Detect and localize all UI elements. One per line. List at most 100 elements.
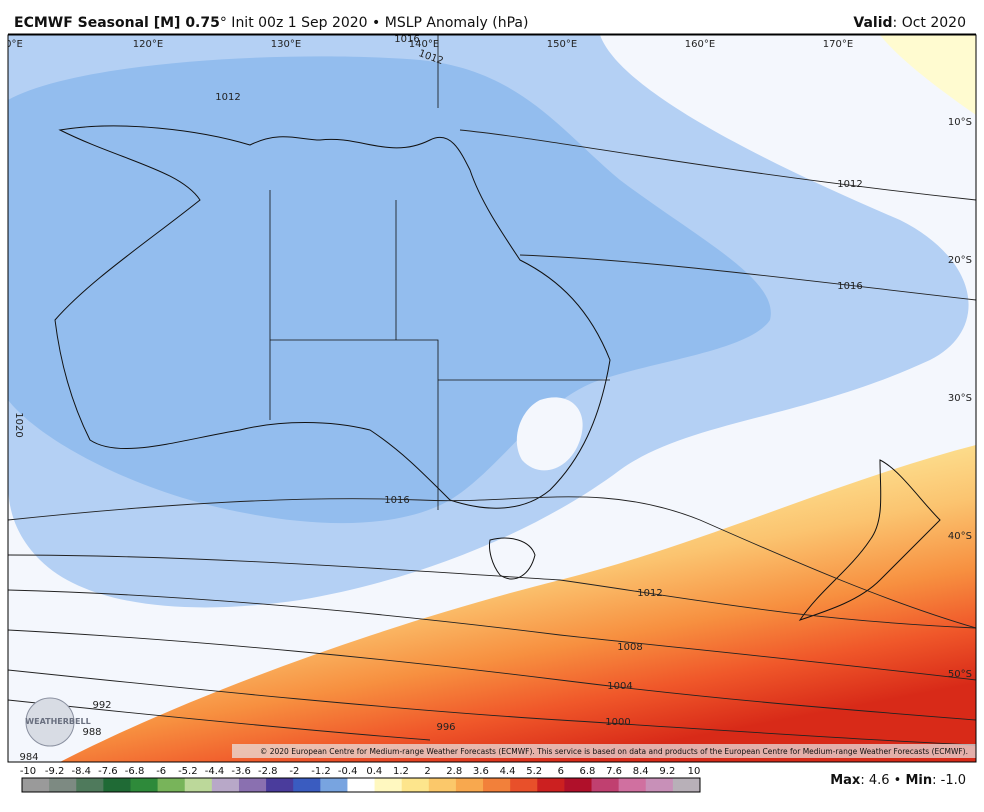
colorbar-tick-label: -1.2 [311,766,331,777]
lon-label: 160°E [685,39,715,50]
lat-label: 50°S [948,669,972,680]
copyright-bg [232,744,976,758]
colorbar-tick-label: -3.6 [231,766,251,777]
lon-label: 170°E [823,39,853,50]
colorbar-frame [21,777,701,793]
lat-label: 40°S [948,531,972,542]
contour-label: 1012 [637,588,662,599]
colorbar-tick-label: 6.8 [579,766,595,777]
colorbar-swatch [293,778,321,792]
tasmania-outline [489,537,536,580]
anomaly-mid-blue [8,56,771,524]
colorbar-tick-label: -2 [289,766,299,777]
lat-label: 10°S [948,117,972,128]
colorbar-swatch [401,778,430,792]
lon-label: 120°E [133,39,163,50]
colorbar-swatch [266,778,294,792]
lon-label: 140°E [409,39,439,50]
contour-label: 1016 [837,281,862,292]
colorbar-swatch [645,778,674,792]
colorbar-swatch [510,778,538,792]
colorbar-swatch [238,778,267,792]
colorbar-swatch [428,778,457,792]
colorbar-swatch [618,778,647,792]
map: 1016101210121012101610201016101210081004… [5,34,976,763]
colorbar-tick-label: -4.4 [205,766,225,777]
colorbar-swatch [184,778,213,792]
max-label: Max [830,773,861,788]
colorbar-swatch [537,778,565,792]
colorbar-tick-label: 5.2 [526,766,542,777]
contour-label: 984 [19,752,38,763]
lon-label: 150°E [547,39,577,50]
min-value: : -1.0 [932,773,966,788]
colorbar-tick-label: 9.2 [659,766,675,777]
colorbar: -10 -9.2 -8.4 -7.6 -6.8 -6 -5.2 -4.4 -3.6 -2.8 -2 -… [20,766,701,793]
colorbar-swatch [320,778,348,792]
colorbar-swatch [211,778,240,792]
colorbar-tick-label: 4.4 [500,766,516,777]
map-frame [7,34,977,763]
contour-labels: 1016101210121012101610201016101210081004… [13,34,863,763]
anomaly-gap [516,397,583,471]
contour-label: 1016 [384,495,409,506]
australia-outline [54,125,611,509]
colorbar-tick-label: 0.4 [366,766,382,777]
colorbar-swatch [591,778,620,792]
lat-labels: 10°S 20°S 30°S 40°S 50°S [948,117,972,680]
colorbar-swatch [347,778,376,792]
colorbar-swatch [22,778,50,792]
lon-label: 0°E [5,39,23,50]
colorbar-tick-label: -10 [20,766,36,777]
anomaly-warm [60,445,976,762]
colorbar-swatch [103,778,131,792]
contour-label: 1016 [394,34,419,45]
logo: WEATHERBELL [25,717,90,726]
contour-label: 1012 [837,179,862,190]
isobars [8,129,976,746]
colorbar-swatch [455,778,484,792]
colorbar-tick-label: 2.8 [446,766,462,777]
contour-label: 992 [92,700,111,711]
contour-label: 1012 [215,92,240,103]
colorbar-tick-label: 6 [558,766,564,777]
colorbar-swatch [564,778,593,792]
lat-label: 20°S [948,255,972,266]
colorbar-tick-label: 8.4 [633,766,649,777]
colorbar-tick-label: -5.2 [178,766,198,777]
colorbar-swatch [130,778,159,792]
colorbar-tick-label: 7.6 [606,766,622,777]
max-value: : 4.6 • [860,773,905,788]
colorbar-tick-label: -6 [156,766,166,777]
colorbar-swatch [374,778,403,792]
colorbar-tick-label: 10 [688,766,701,777]
colorbar-tick-label: -7.6 [98,766,118,777]
colorbar-swatch [49,778,77,792]
lon-labels: 0°E 120°E 130°E 140°E 150°E 160°E 170°E [5,39,853,50]
anomaly-warm-ne [880,35,976,115]
contour-label: 1004 [607,681,632,692]
colorbar-swatch [157,778,186,792]
colorbar-tick-label: -2.8 [258,766,278,777]
colorbar-tick-label: 1.2 [393,766,409,777]
contour-label: 1020 [13,412,24,437]
contour-label: 1000 [605,717,630,728]
min-label: Min [905,773,932,788]
colorbar-tick-label: -8.4 [72,766,92,777]
lat-label: 30°S [948,393,972,404]
colorbar-swatch [672,778,701,792]
copyright: © 2020 European Centre for Medium-range … [260,747,968,756]
valid-label: Valid [853,15,892,31]
colorbar-tick-label: 3.6 [473,766,489,777]
nz-outline [798,459,941,621]
lon-label: 130°E [271,39,301,50]
title: ECMWF Seasonal [M] 0.75° Init 00z 1 Sep … [14,15,528,31]
max-min: Max: 4.6 • Min: -1.0 [830,773,966,788]
contour-label: 996 [436,722,455,733]
title-rest: ° Init 00z 1 Sep 2020 • MSLP Anomaly (hP… [220,15,529,31]
valid-value: : Oct 2020 [893,15,966,31]
colorbar-swatch [76,778,104,792]
colorbar-swatch [483,778,511,792]
colorbar-tick-label: 2 [424,766,430,777]
